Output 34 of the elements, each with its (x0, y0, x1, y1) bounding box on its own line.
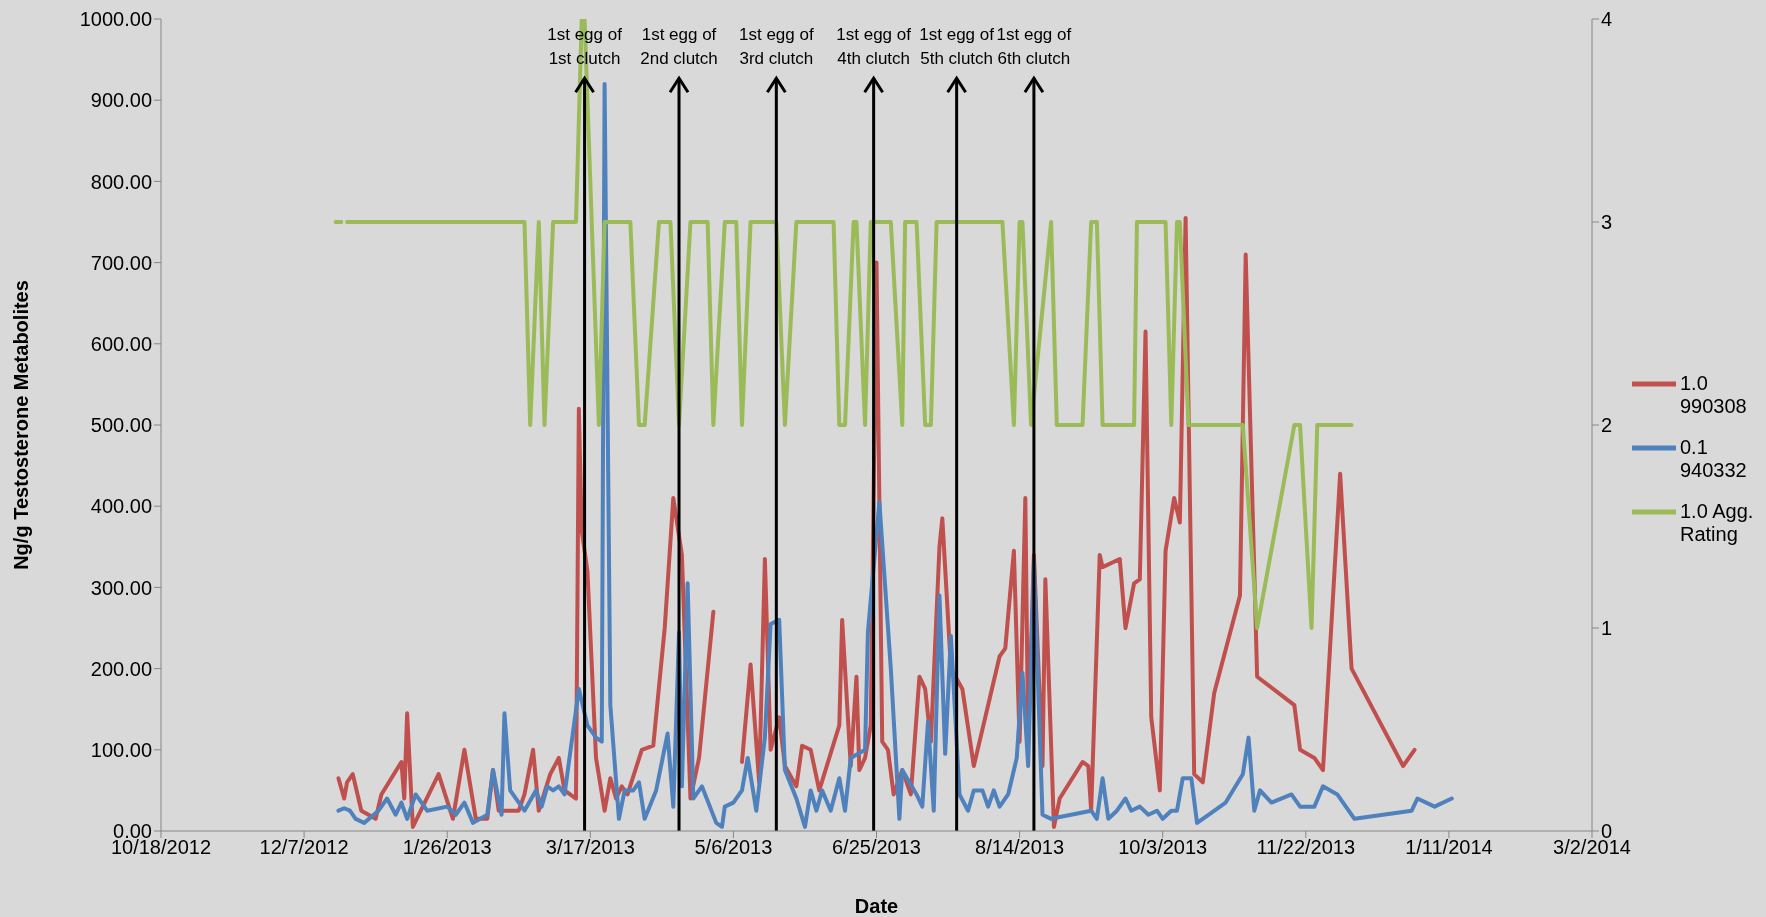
y-tick-label: 500.00 (90, 414, 152, 437)
ref-line-label: 1st egg of 6th clutch (996, 25, 1072, 69)
legend-label: 1.0 990308 (1680, 371, 1748, 418)
ref-line-label: 1st egg of 2nd clutch (640, 25, 718, 69)
x-tick-label: 5/6/2013 (694, 836, 773, 859)
x-tick-label: 10/3/2013 (1118, 836, 1208, 859)
y-tick-label: 800.00 (90, 170, 152, 193)
x-tick-label: 1/26/2013 (402, 836, 492, 859)
legend-label: 0.1 940332 (1680, 435, 1748, 482)
x-tick-label: 6/25/2013 (832, 836, 921, 859)
ref-line-label: 1st egg of 4th clutch (836, 25, 912, 69)
y-tick-label: 300.00 (90, 576, 152, 599)
x-tick-label: 3/17/2013 (545, 836, 635, 859)
y-tick-label: 900.00 (90, 89, 152, 112)
ref-line-label: 1st egg of 5th clutch (919, 25, 995, 69)
y2-tick-label: 3 (1601, 211, 1613, 234)
line-series (336, 81, 1454, 829)
y-axis-title: Ng/g Testosterone Metabolites (10, 280, 33, 570)
x-tick-label: 1/11/2014 (1405, 836, 1493, 859)
y2-tick-label: 2 (1601, 414, 1613, 437)
y2-tick-label: 4 (1601, 8, 1613, 31)
y-tick-label: 200.00 (90, 657, 152, 680)
x-axis-title: Date (854, 895, 899, 917)
x-tick-label: 12/7/2012 (259, 836, 349, 859)
ref-line-label: 1st egg of 3rd clutch (738, 25, 814, 69)
y-tick-label: 400.00 (90, 495, 152, 518)
y-tick-label: 600.00 (90, 332, 152, 355)
y-tick-label: 1000.00 (79, 8, 152, 31)
y-tick-label: 100.00 (90, 738, 152, 761)
y-tick-label: 700.00 (90, 251, 152, 274)
x-tick-label: 8/14/2013 (975, 836, 1065, 859)
y2-tick-label: 1 (1601, 617, 1613, 640)
legend-label: 1.0 Agg. Rating (1680, 499, 1755, 546)
x-tick-label: 11/22/2013 (1256, 836, 1356, 859)
